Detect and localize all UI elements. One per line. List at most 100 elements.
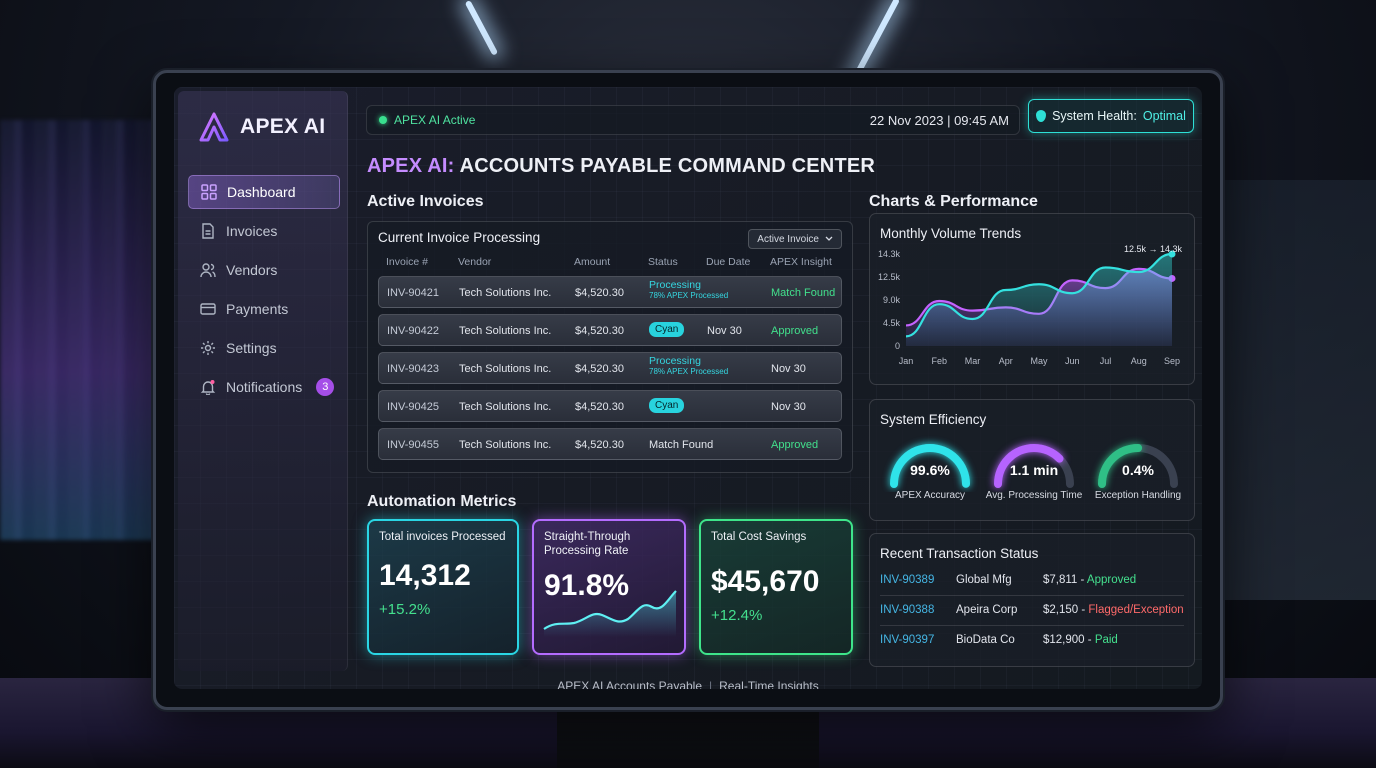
- transaction-row[interactable]: INV-90389 Global Mfg $7,811 - Approved: [880, 568, 1184, 596]
- table-row[interactable]: INV-90425 Tech Solutions Inc. $4,520.30 …: [378, 390, 842, 422]
- transaction-id: INV-90388: [880, 604, 935, 616]
- health-label: System Health:: [1052, 109, 1137, 123]
- gauge-value: 1.1 min: [1009, 462, 1059, 478]
- transaction-id: INV-90389: [880, 574, 935, 586]
- gauge-label: Exception Handling: [1094, 490, 1182, 501]
- datetime: 22 Nov 2023 | 09:45 AM: [869, 112, 1009, 128]
- table-row[interactable]: INV-90421 Tech Solutions Inc. $4,520.30 …: [378, 276, 842, 308]
- document-icon: [202, 223, 214, 239]
- sidebar-item-label: Vendors: [226, 262, 278, 278]
- gauge-arc: [994, 444, 1074, 488]
- table-row[interactable]: INV-90422 Tech Solutions Inc. $4,520.30 …: [378, 314, 842, 346]
- amount-text: $7,811 -: [1043, 574, 1085, 586]
- x-tick-label: Sep: [1164, 356, 1180, 366]
- series-line: [905, 252, 1173, 338]
- status-text: Processing: [649, 355, 701, 367]
- footer-right: Real-Time Insights: [719, 679, 819, 689]
- ai-status-text: APEX AI Active: [394, 113, 476, 127]
- x-tick-label: May: [1030, 356, 1048, 366]
- invoice-id: INV-90423: [387, 363, 439, 375]
- transaction-vendor: Global Mfg: [956, 574, 1012, 586]
- y-tick-label: 9.0k: [883, 295, 901, 305]
- apex-insight: Approved: [771, 325, 819, 337]
- gauge-arc: [1098, 444, 1178, 488]
- page-title: APEX AI: ACCOUNTS PAYABLE COMMAND CENTER: [367, 155, 875, 178]
- x-tick-label: Apr: [999, 356, 1013, 366]
- system-efficiency-panel: System Efficiency 99.6% APEX Accuracy 1.1…: [869, 399, 1195, 521]
- brand: APEX AI: [198, 111, 325, 143]
- sidebar-item-label: Settings: [226, 340, 277, 356]
- invoice-vendor: Tech Solutions Inc.: [459, 401, 552, 413]
- chart-annotation: 12.5k → 14.3k: [1124, 244, 1183, 254]
- active-invoices-heading: Active Invoices: [367, 193, 484, 210]
- column-header: Amount: [574, 256, 611, 268]
- gauge-value: 99.6%: [910, 462, 950, 478]
- dropdown-value: Active Invoice: [757, 233, 819, 245]
- top-status-bar: APEX AI Active 22 Nov 2023 | 09:45 AM: [366, 105, 1020, 135]
- gauge-label: Avg. Processing Time: [985, 490, 1083, 501]
- sidebar-item-invoices[interactable]: Invoices: [188, 214, 340, 248]
- sidebar-item-payments[interactable]: Payments: [188, 292, 340, 326]
- sidebar: APEX AI Dashboard Invoices Vendors Payme…: [178, 91, 348, 671]
- due-date: Nov 30: [707, 325, 742, 337]
- transactions-title: Recent Transaction Status: [880, 546, 1039, 561]
- sidebar-item-notifications[interactable]: Notifications 3: [188, 370, 340, 404]
- ceiling-light: [464, 0, 499, 56]
- invoice-status: Processing 78% APEX Processed: [649, 279, 728, 300]
- transaction-status: Approved: [1086, 574, 1137, 586]
- gear-icon: [201, 341, 215, 355]
- gauge-label: APEX Accuracy: [894, 490, 966, 501]
- x-tick-label: Feb: [931, 356, 947, 366]
- transaction-amount: $2,150 - Flagged/Exception: [1043, 604, 1184, 616]
- transaction-amount: $7,811 - Approved: [1043, 574, 1136, 586]
- metric-card-invoices[interactable]: Total invoices Processed 14,312 +15.2%: [367, 519, 519, 655]
- volume-trend-chart: 14.3k 12.5k 9.0k 4.5k 0 Jan Feb Mar Apr May Jun Jul…: [878, 244, 1183, 366]
- system-health-badge[interactable]: System Health: Optimal: [1028, 99, 1194, 133]
- metric-delta: +15.2%: [379, 600, 431, 618]
- metric-value: 91.8%: [544, 568, 630, 602]
- ai-status-indicator: APEX AI Active: [379, 113, 475, 127]
- grid-icon: [201, 184, 217, 200]
- footer-left: APEX AI Accounts Payable: [557, 679, 703, 689]
- sidebar-item-dashboard[interactable]: Dashboard: [188, 175, 340, 209]
- metric-card-stp-rate[interactable]: Straight-Through Processing Rate 91.8%: [532, 519, 686, 655]
- due-date: Nov 30: [771, 363, 806, 375]
- column-header: APEX Insight: [770, 256, 832, 268]
- metric-card-cost-savings[interactable]: Total Cost Savings $45,670 +12.4%: [699, 519, 853, 655]
- sparkline-icon: [543, 590, 677, 637]
- x-tick-label: Jun: [1065, 356, 1080, 366]
- automation-metrics-heading: Automation Metrics: [367, 493, 517, 510]
- x-tick-label: Jul: [1100, 356, 1112, 366]
- gauge-2: 0.4% Exception Handling: [1088, 432, 1188, 501]
- transaction-status: Paid: [1094, 634, 1118, 646]
- charts-heading: Charts & Performance: [869, 193, 1038, 210]
- sidebar-item-vendors[interactable]: Vendors: [188, 253, 340, 287]
- status-text: Match Found: [649, 439, 714, 451]
- transaction-row[interactable]: INV-90388 Apeira Corp $2,150 - Flagged/E…: [880, 598, 1184, 626]
- chart-title: Monthly Volume Trends: [880, 226, 1022, 241]
- users-icon: [200, 263, 216, 278]
- apex-logo-icon: [199, 112, 229, 142]
- metric-delta: +12.4%: [711, 606, 763, 624]
- status-chip: Cyan: [649, 322, 685, 337]
- background-city: [0, 120, 170, 540]
- sidebar-item-settings[interactable]: Settings: [188, 331, 340, 365]
- sidebar-item-label: Invoices: [226, 223, 278, 239]
- invoice-filter-dropdown[interactable]: Active Invoice: [748, 229, 842, 249]
- table-row[interactable]: INV-90455 Tech Solutions Inc. $4,520.30 …: [378, 428, 842, 460]
- invoice-id: INV-90421: [387, 287, 439, 299]
- gauge-0: 99.6% APEX Accuracy: [880, 432, 980, 501]
- transaction-amount: $12,900 - Paid: [1043, 634, 1118, 646]
- table-row[interactable]: INV-90423 Tech Solutions Inc. $4,520.30 …: [378, 352, 842, 384]
- page-title-prefix: APEX AI:: [367, 155, 455, 177]
- series-area: [906, 254, 1172, 346]
- card-icon: [200, 303, 216, 315]
- column-header: Due Date: [706, 256, 751, 268]
- bell-icon: [200, 380, 216, 395]
- invoice-amount: $4,520.30: [575, 363, 624, 375]
- transaction-row[interactable]: INV-90397 BioData Co $12,900 - Paid: [880, 628, 1184, 656]
- invoice-processing-panel: Current Invoice Processing Active Invoic…: [367, 221, 853, 473]
- sidebar-item-label: Dashboard: [227, 184, 296, 200]
- y-tick-label: 14.3k: [878, 249, 901, 259]
- x-tick-label: Mar: [965, 356, 981, 366]
